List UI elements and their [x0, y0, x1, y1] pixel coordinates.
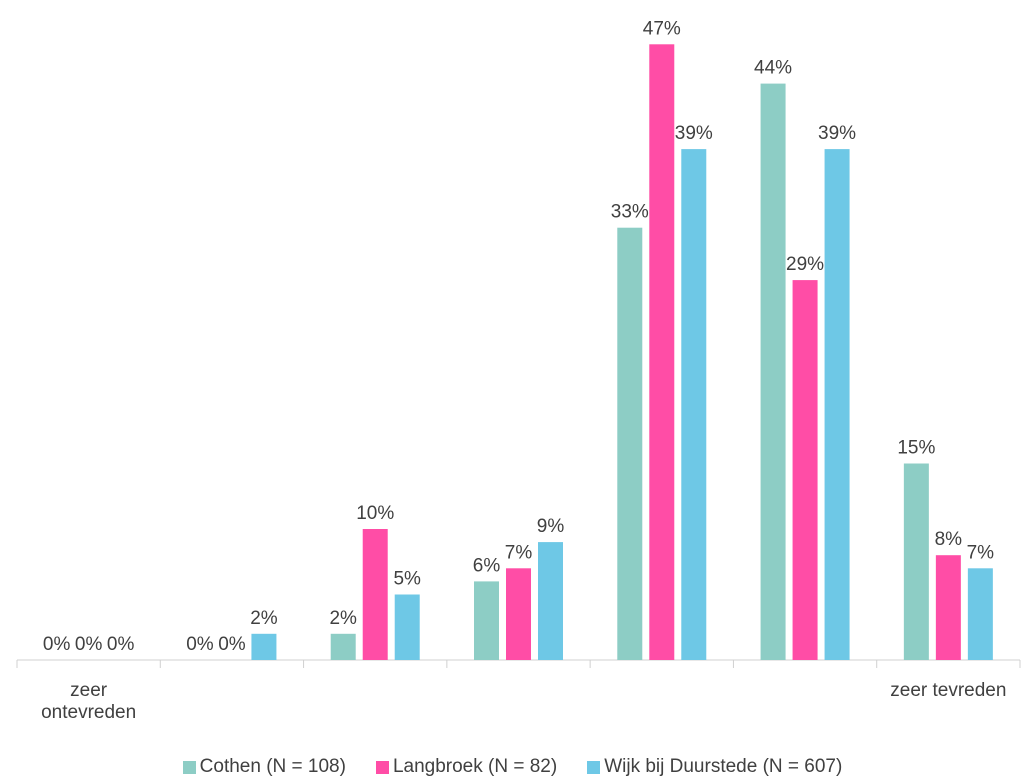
value-label: 39% [818, 123, 856, 144]
bar [681, 149, 707, 660]
bar [617, 227, 643, 660]
bar [760, 83, 786, 661]
value-label: 6% [473, 555, 501, 576]
legend-swatch [375, 760, 389, 774]
value-label: 10% [356, 503, 394, 524]
value-label: 8% [935, 529, 963, 550]
bar [824, 149, 850, 660]
value-label: 44% [754, 58, 792, 79]
value-label: 29% [786, 254, 824, 275]
value-label: 0% [218, 634, 246, 655]
legend-item: Cothen (N = 108) [182, 756, 346, 778]
bar [506, 568, 531, 660]
bar [903, 463, 929, 660]
value-label: 5% [393, 569, 421, 590]
legend-swatch [587, 760, 601, 774]
bar [649, 44, 675, 661]
value-label: 7% [967, 542, 995, 563]
legend-swatch [182, 760, 196, 774]
bar [538, 542, 563, 660]
bar [935, 555, 961, 660]
value-label: 2% [250, 608, 278, 629]
value-label: 2% [329, 608, 357, 629]
value-label: 0% [186, 634, 214, 655]
x-tick-label: zeer ontevreden [41, 680, 137, 723]
bar [394, 594, 420, 660]
value-label: 0% [43, 634, 71, 655]
x-tick-label: zeer tevreden [890, 680, 1007, 701]
legend-label: Langbroek (N = 82) [392, 756, 558, 777]
value-label: 15% [897, 438, 935, 459]
bar [792, 280, 818, 660]
bar [967, 568, 993, 660]
value-label: 7% [505, 542, 533, 563]
bar [251, 633, 277, 660]
legend-label: Wijk bij Duurstede (N = 607) [604, 756, 843, 777]
value-label: 39% [675, 123, 713, 144]
bar [474, 581, 499, 660]
legend: Cothen (N = 108) Langbroek (N = 82) Wijk b… [0, 756, 1025, 778]
value-label: 9% [537, 516, 565, 537]
bar [362, 529, 388, 660]
legend-item: Wijk bij Duurstede (N = 607) [587, 756, 842, 778]
legend-item: Langbroek (N = 82) [375, 756, 558, 778]
bar [330, 633, 356, 660]
value-label: 47% [643, 18, 681, 39]
legend-label: Cothen (N = 108) [199, 756, 346, 777]
value-label: 33% [611, 202, 649, 223]
value-label: 0% [107, 634, 135, 655]
value-label: 0% [75, 634, 103, 655]
